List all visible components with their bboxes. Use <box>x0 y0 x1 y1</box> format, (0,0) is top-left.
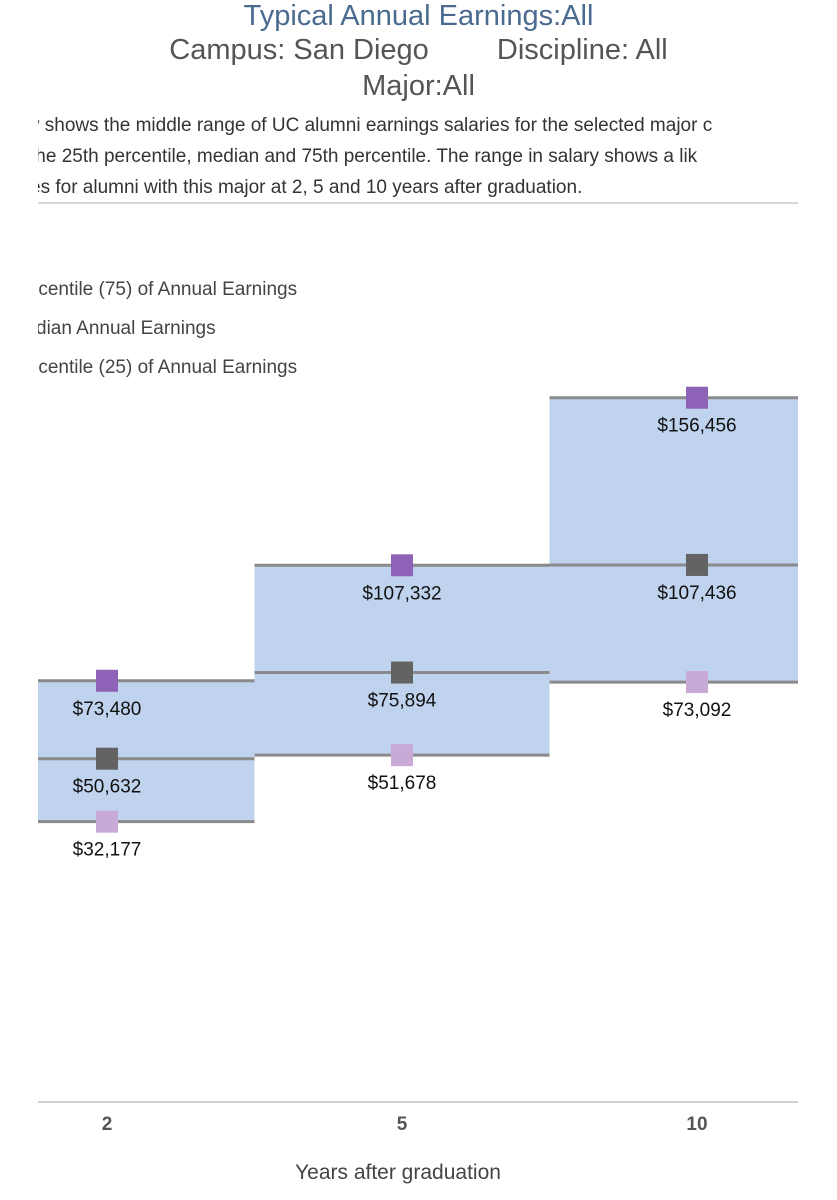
median-value-label: $50,632 <box>73 777 142 798</box>
range-band-2 <box>38 680 255 822</box>
description-divider <box>38 202 798 204</box>
x-tick-label: 10 <box>686 1114 707 1135</box>
median-value-label: $107,436 <box>657 583 736 604</box>
p25-value-label: $51,678 <box>368 773 437 794</box>
range-band-10 <box>549 397 798 683</box>
chart-description: v shows the middle range of UC alumni ea… <box>38 110 798 204</box>
x-tick-label: 5 <box>397 1114 408 1135</box>
legend-item-p75[interactable]: rcentile (75) of Annual Earnings <box>38 279 298 300</box>
p75-marker[interactable] <box>96 669 118 692</box>
median-marker[interactable] <box>96 747 118 770</box>
range-band-5 <box>254 565 550 756</box>
discipline-filter-label: Discipline: All <box>496 34 668 66</box>
p75-value-label: $107,332 <box>362 583 441 604</box>
p75-marker[interactable] <box>391 554 413 577</box>
legend-item-median[interactable]: dian Annual Earnings <box>38 318 216 339</box>
p25-value-label: $32,177 <box>73 840 142 861</box>
p75-value-label: $156,456 <box>657 416 736 437</box>
p75-value-label: $73,480 <box>73 699 142 720</box>
x-axis-title: Years after graduation <box>295 1161 501 1184</box>
p25-marker[interactable] <box>96 810 118 833</box>
p25-marker[interactable] <box>391 744 413 767</box>
median-value-label: $75,894 <box>368 691 437 712</box>
campus-filter-label: Campus: San Diego <box>169 34 429 66</box>
median-marker[interactable] <box>391 661 413 684</box>
description-line: v shows the middle range of UC alumni ea… <box>38 115 713 136</box>
major-filter-label: Major:All <box>362 70 475 102</box>
median-marker[interactable] <box>686 553 708 576</box>
p25-value-label: $73,092 <box>663 700 732 721</box>
chart-title: Typical Annual Earnings:All <box>243 0 594 32</box>
description-line: the 25th percentile, median and 75th per… <box>38 146 698 167</box>
description-line: es for alumni with this major at 2, 5 an… <box>38 177 583 198</box>
p75-marker[interactable] <box>686 386 708 409</box>
legend: rcentile (75) of Annual Earnings dian An… <box>38 270 438 380</box>
legend-item-p25[interactable]: rcentile (25) of Annual Earnings <box>38 357 298 378</box>
x-tick-label: 2 <box>102 1114 113 1135</box>
filter-row: Campus: San Diego Discipline: All <box>0 34 837 67</box>
p25-marker[interactable] <box>686 671 708 694</box>
